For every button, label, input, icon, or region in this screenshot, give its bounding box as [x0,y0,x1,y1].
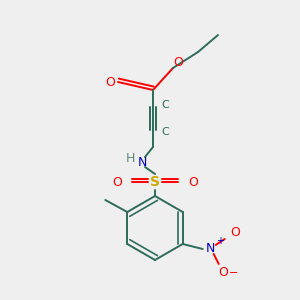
Text: O: O [218,266,228,280]
Text: S: S [150,175,160,189]
Text: O: O [188,176,198,188]
Text: O: O [173,56,183,70]
Text: +: + [216,236,224,246]
Text: H: H [125,152,135,166]
Text: C: C [161,127,169,137]
Text: N: N [137,155,147,169]
Text: O: O [105,76,115,88]
Text: O: O [112,176,122,188]
Text: C: C [161,100,169,110]
Text: N: N [206,242,215,256]
Text: O: O [230,226,240,239]
Text: −: − [229,268,238,278]
